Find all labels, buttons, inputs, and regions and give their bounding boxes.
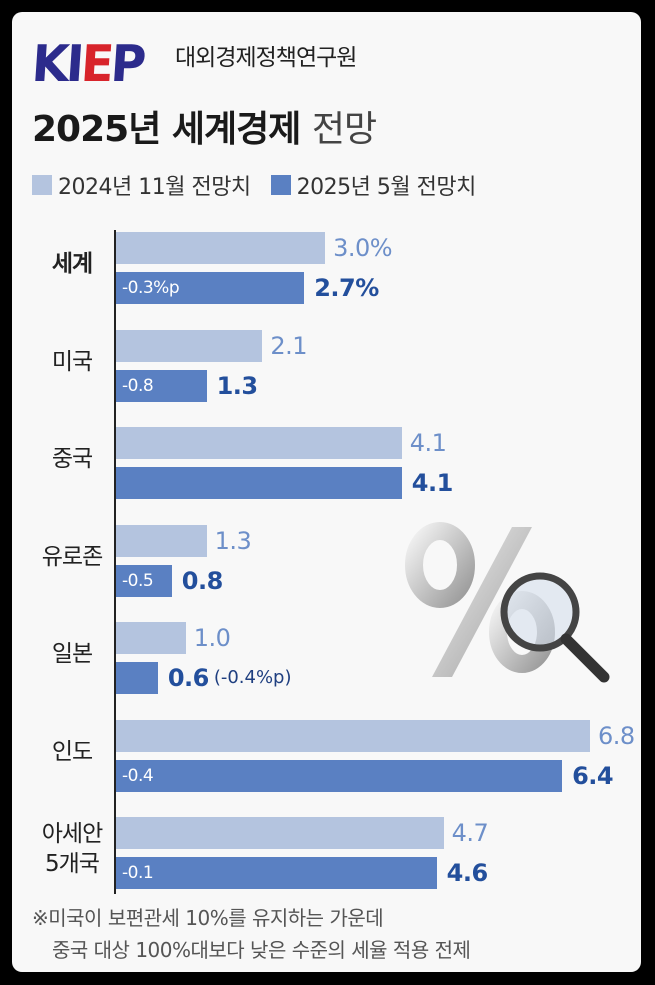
legend-swatch-cur xyxy=(270,175,291,195)
change-label: -0.5 xyxy=(122,570,154,591)
category-label-line: 유로존 xyxy=(41,543,103,570)
category-label-line: 중국 xyxy=(51,446,93,472)
bar-prev xyxy=(116,817,444,849)
bar-cur xyxy=(116,662,158,694)
category-label-line: 5개국 xyxy=(45,851,100,877)
category-label: 아세안 5개국 xyxy=(32,819,112,879)
value-label-cur: 2.7% xyxy=(314,274,379,302)
title-light: 전망 xyxy=(311,109,377,150)
bar-prev xyxy=(116,329,263,362)
value-label-cur: 0.6 xyxy=(167,664,210,692)
bar-prev xyxy=(116,719,590,752)
category-label: 인도 xyxy=(32,737,112,767)
value-label-prev: 4.1 xyxy=(409,429,447,457)
legend-item-prev: 2024년 11월 전망치 xyxy=(32,169,251,201)
category-label-line: 미국 xyxy=(51,348,93,375)
category-label: 유로존 xyxy=(32,542,112,572)
footnote-line2: 중국 대상 100%대보다 낮은 수준의 세율 적용 전제 xyxy=(52,938,471,962)
category-label-line: 아세안 xyxy=(41,821,103,847)
bar-cur xyxy=(116,272,305,304)
legend-label-cur: 2025년 5월 전망치 xyxy=(296,175,477,200)
category-label-line: 인도 xyxy=(51,738,93,765)
value-label-cur: 1.3 xyxy=(216,371,259,400)
value-label-prev: 1.0 xyxy=(193,624,231,652)
kiep-logo: KIEP xyxy=(30,34,146,94)
value-label-prev: 3.0% xyxy=(333,234,393,262)
side-note: (-0.4%p) xyxy=(213,667,292,688)
value-label-prev: 6.8 xyxy=(598,721,635,750)
legend: 2024년 11월 전망치 2025년 5월 전망치 xyxy=(32,169,496,201)
bar-cur xyxy=(116,467,402,499)
bar-cur xyxy=(116,759,563,792)
change-label: -0.8 xyxy=(122,375,154,396)
bar-prev xyxy=(116,524,207,557)
bar-cur xyxy=(116,857,437,889)
value-label-prev: 2.1 xyxy=(270,331,308,360)
bar-prev xyxy=(116,427,402,459)
value-label-cur: 4.1 xyxy=(411,469,454,497)
bar-prev xyxy=(116,232,326,264)
bar-cur xyxy=(116,369,207,402)
bar-cur xyxy=(116,564,172,597)
change-label: -0.1 xyxy=(122,863,154,883)
legend-item-cur: 2025년 5월 전망치 xyxy=(270,169,477,201)
value-label-cur: 6.4 xyxy=(572,761,614,790)
value-label-prev: 1.3 xyxy=(214,526,252,555)
percent-magnifier-icon xyxy=(405,522,610,683)
page-title: 2025년 세계경제 전망 xyxy=(32,100,377,152)
category-label: 중국 xyxy=(32,444,112,474)
value-label-cur: 0.8 xyxy=(181,566,224,595)
category-label: 세계 xyxy=(32,249,112,279)
footnote-line1: ※미국이 보편관세 10%를 유지하는 가운데 xyxy=(32,906,384,930)
legend-swatch-prev xyxy=(32,175,52,195)
category-label: 미국 xyxy=(32,347,112,377)
category-label-line: 세계 xyxy=(51,251,93,277)
chart-axis-line xyxy=(114,230,116,894)
infographic-card: KIEP 대외경제정책연구원 2025년 세계경제 전망 2024년 11월 전… xyxy=(12,12,641,972)
value-label-cur: 4.6 xyxy=(446,859,489,887)
legend-label-prev: 2024년 11월 전망치 xyxy=(58,175,251,200)
change-label: -0.3%p xyxy=(122,278,180,298)
category-label-line: 일본 xyxy=(51,641,93,667)
category-label: 일본 xyxy=(32,639,112,669)
value-label-prev: 4.7 xyxy=(451,819,489,847)
org-name: 대외경제정책연구원 xyxy=(175,45,357,71)
change-label: -0.4 xyxy=(122,765,154,786)
title-bold: 2025년 세계경제 xyxy=(32,109,301,150)
bar-prev xyxy=(116,622,186,654)
